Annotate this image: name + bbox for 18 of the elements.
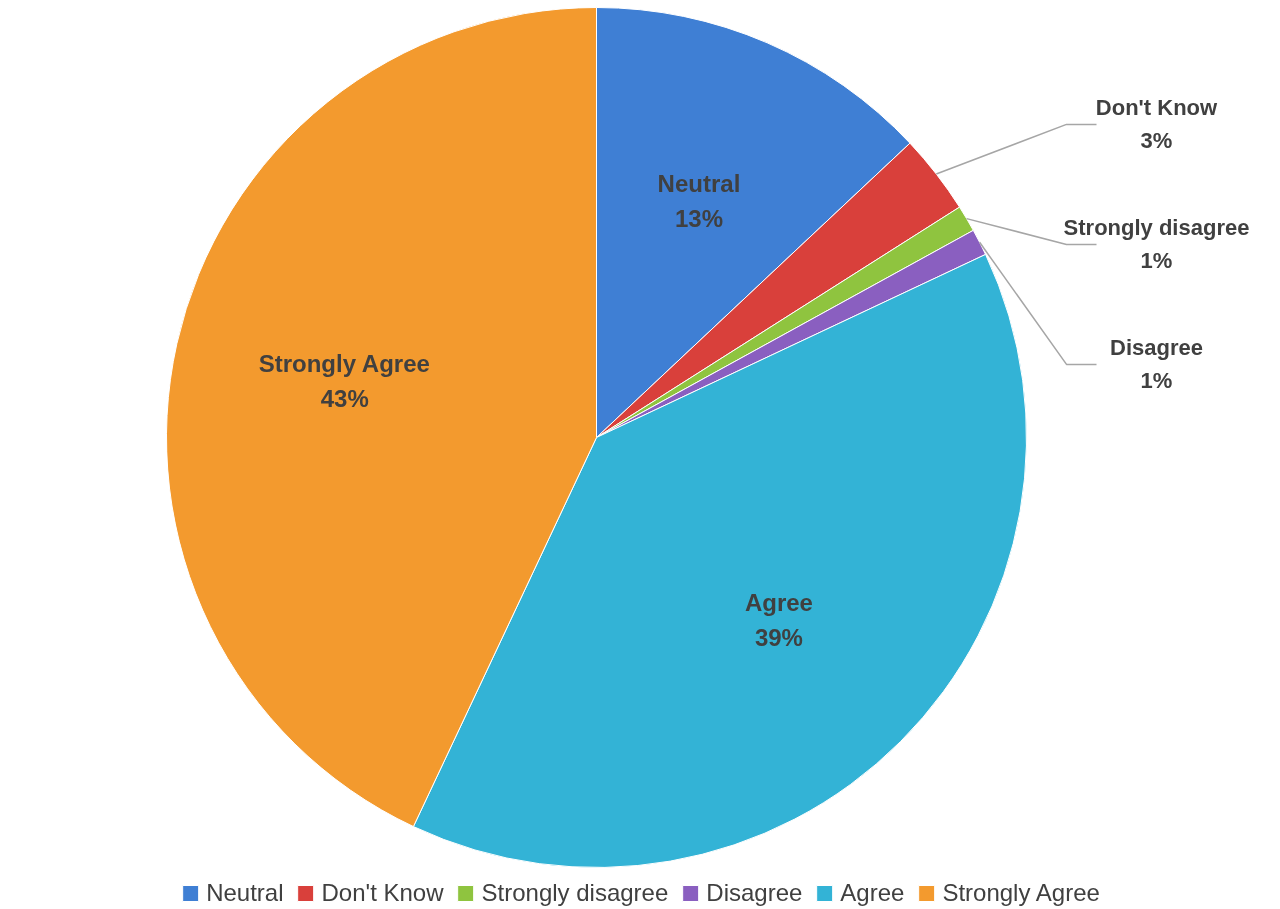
slice-label: Strongly disagree	[1063, 215, 1250, 241]
slice-label: Don't Know	[1095, 95, 1219, 121]
legend-label: Strongly disagree	[481, 879, 669, 907]
data-label: 13%	[674, 204, 723, 232]
legend-label: Strongly Agree	[942, 879, 1100, 907]
data-label: 43%	[320, 385, 369, 413]
legend-label: Neutral	[206, 879, 284, 907]
data-label: 1%	[1140, 248, 1173, 274]
slice-label: Strongly Agree	[258, 350, 430, 378]
data-label: 39%	[754, 623, 803, 651]
legend-label: Agree	[840, 879, 905, 907]
slice-label: Neutral	[657, 169, 741, 197]
legend-label: Don't Know	[321, 879, 444, 907]
slice-label: Disagree	[1110, 335, 1203, 361]
data-label: 1%	[1140, 368, 1173, 394]
legend-label: Disagree	[706, 879, 803, 907]
slice-label: Agree	[744, 588, 813, 616]
data-label: 3%	[1140, 128, 1173, 154]
